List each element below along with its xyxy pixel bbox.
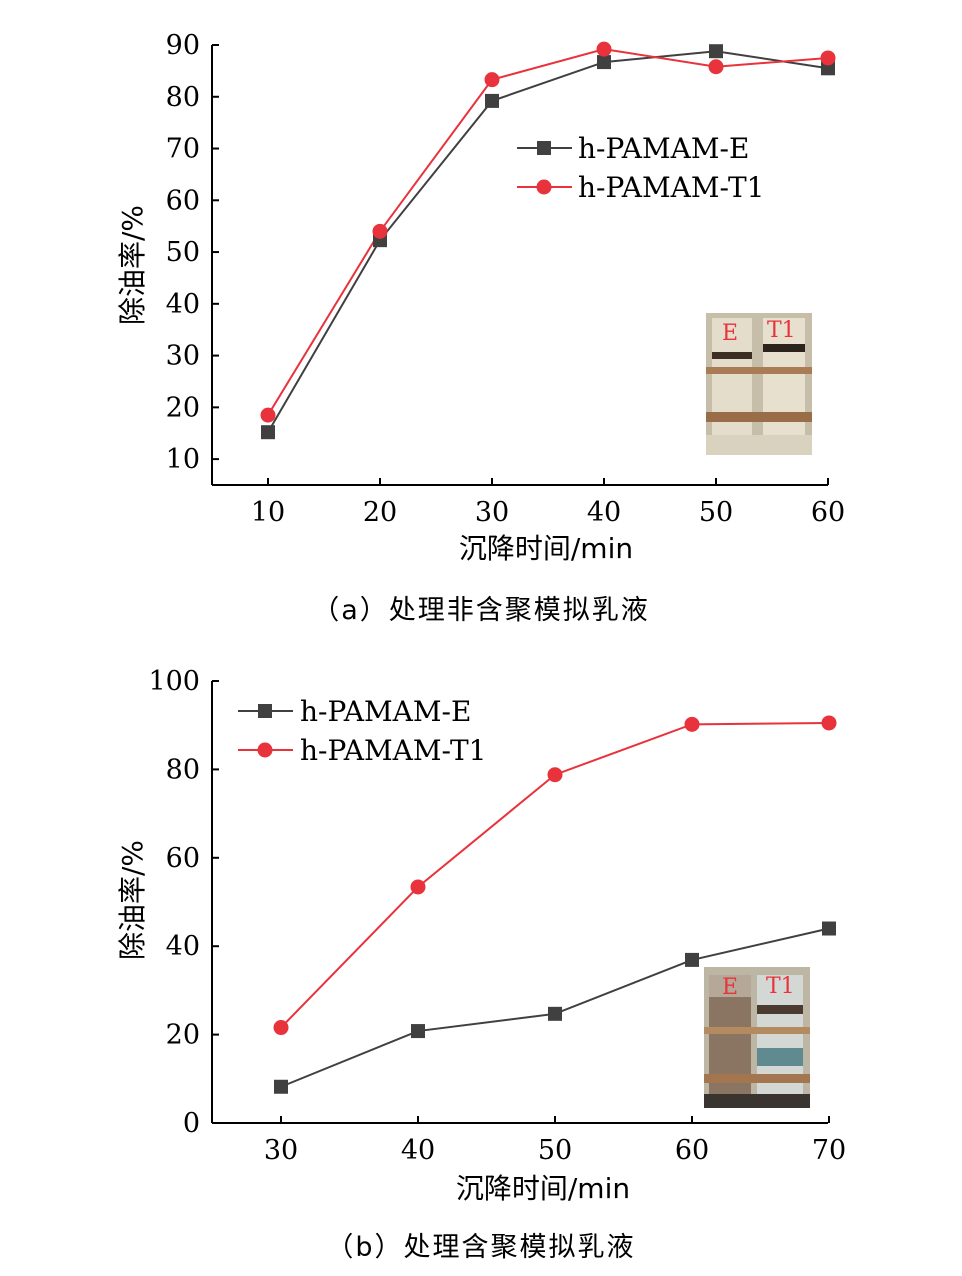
legend-label-e: h-PAMAM-E [300,695,471,728]
y-tick-label: 20 [166,392,200,423]
legend-label-t1: h-PAMAM-T1 [300,734,487,767]
data-point-t1 [484,72,500,88]
oil-layer-t1 [763,344,805,352]
data-point-t1 [372,223,388,239]
legend-marker-circle [257,742,273,758]
y-axis-title-a: 除油率/% [116,205,149,325]
tube-e [712,318,752,455]
x-tick-label: 70 [812,1135,846,1166]
caption-a: （a）处理非含聚模拟乳液 [312,595,650,626]
inset-photo-a: E T1 [706,313,812,455]
y-tick-label: 90 [166,30,200,61]
data-point-e [821,61,835,76]
data-point-t1 [684,716,700,732]
series-line-t1 [267,48,829,416]
y-tick-label: 100 [148,666,200,697]
data-point-t1 [260,407,276,423]
legend-marker-circle [536,179,552,195]
x-axis-title-a: 沉降时间/min [459,532,633,565]
t1-blue-band [757,1048,803,1066]
y-tick-label: 80 [166,82,200,113]
inset-label-t1: T1 [767,318,796,343]
legend-marker-square [537,141,551,155]
data-point-t1 [410,879,426,895]
legend-label-e: h-PAMAM-E [578,132,749,165]
y-tick-label: 30 [166,341,200,372]
y-tick-label: 70 [166,134,200,165]
data-point-e [822,921,836,936]
x-tick-label: 20 [363,497,397,528]
x-axis-title-b: 沉降时间/min [456,1172,630,1205]
rack-bar-top [704,1027,810,1034]
legend-marker-square [258,704,272,718]
x-tick-label: 60 [811,497,845,528]
data-point-t1 [273,1020,289,1036]
rack-bar-bottom [704,1074,810,1083]
data-point-t1 [596,41,612,57]
data-point-e [485,93,499,108]
x-tick-label: 50 [699,497,733,528]
data-point-e [597,55,611,70]
x-tick-label: 30 [264,1135,298,1166]
data-point-e [411,1024,425,1039]
tube-e [709,975,751,1108]
chart-panel-a: 10 20 30 40 50 60 70 80 90 10 20 30 40 50 60 E T1 h-PA… [116,30,845,626]
inset-base [704,1094,810,1108]
series-lines-a [267,48,829,433]
y-tick-label: 10 [166,444,200,475]
chart-panel-b: 0 20 40 60 80 100 30 40 50 60 70 E T1 h-PAMAM-E [116,666,846,1263]
data-point-t1 [821,715,837,731]
data-point-e [261,425,275,440]
y-tick-label: 40 [166,931,200,962]
x-tick-label: 60 [675,1135,709,1166]
series-markers-b [273,715,837,1094]
data-point-e [709,44,723,59]
inset-photo-b: E T1 [704,967,810,1108]
y-tick-label: 20 [166,1020,200,1051]
axes-a: 10 20 30 40 50 60 70 80 90 10 20 30 40 50 60 [166,30,846,528]
data-point-e [685,952,699,967]
series-line-e [267,50,829,433]
tube-t1 [763,318,805,455]
data-point-t1 [547,767,563,783]
inset-label-e: E [722,975,738,1000]
y-axis-title-b: 除油率/% [116,840,149,960]
y-tick-label: 0 [183,1108,200,1139]
y-tick-label: 60 [166,843,200,874]
rack-bar-top [706,367,812,374]
series-markers-a [260,41,836,440]
caption-b: （b）处理含聚模拟乳液 [326,1232,635,1263]
x-tick-label: 10 [251,497,285,528]
legend-label-t1: h-PAMAM-T1 [578,171,765,204]
tube-e-top [709,975,751,997]
oil-layer-t1 [757,1005,803,1014]
legend-a: h-PAMAM-E h-PAMAM-T1 [517,132,765,204]
rack-bar-bottom [706,412,812,422]
x-tick-label: 50 [538,1135,572,1166]
data-point-t1 [708,59,724,75]
x-tick-label: 30 [475,497,509,528]
inset-label-t1: T1 [766,974,795,999]
data-point-e [548,1006,562,1021]
axes-b: 0 20 40 60 80 100 30 40 50 60 70 [148,666,846,1166]
inset-base [706,435,812,455]
y-tick-label: 40 [166,289,200,320]
x-tick-label: 40 [401,1135,435,1166]
y-tick-label: 60 [166,185,200,216]
inset-label-e: E [722,321,738,346]
y-tick-label: 50 [166,237,200,268]
oil-layer-e [712,352,752,359]
y-tick-label: 80 [166,754,200,785]
legend-b: h-PAMAM-E h-PAMAM-T1 [238,695,487,767]
x-tick-label: 40 [587,497,621,528]
data-point-t1 [820,50,836,66]
tube-t1 [757,975,803,1108]
data-point-e [274,1079,288,1094]
